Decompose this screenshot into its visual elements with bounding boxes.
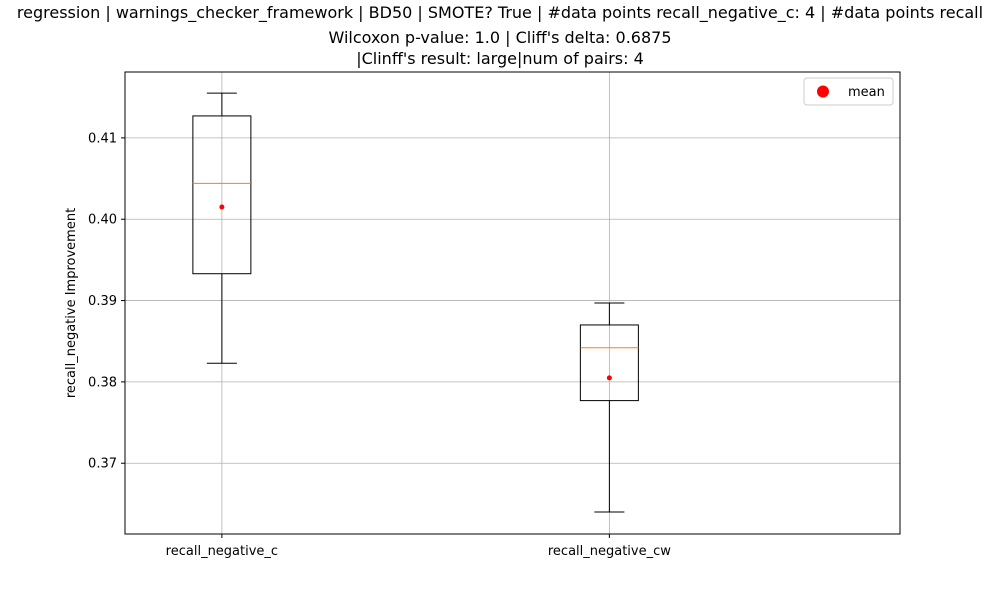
y-tick-label: 0.41 bbox=[88, 131, 117, 146]
grid-lines bbox=[125, 72, 900, 534]
y-tick-label: 0.39 bbox=[88, 294, 117, 309]
box-plot-boxes bbox=[192, 92, 639, 513]
chart-title-line: |Clinff's result: large|num of pairs: 4 bbox=[356, 49, 644, 68]
mean-point bbox=[606, 375, 612, 381]
chart-title-line: regression | warnings_checker_framework … bbox=[17, 3, 983, 23]
y-tick-label: 0.40 bbox=[88, 213, 117, 228]
legend-box bbox=[803, 77, 894, 106]
box-rect bbox=[579, 324, 639, 402]
box-2 bbox=[579, 302, 639, 513]
chart-title: regression | warnings_checker_framework … bbox=[17, 3, 983, 68]
box-1 bbox=[192, 92, 252, 364]
legend-marker bbox=[817, 85, 829, 98]
x-tick-label: recall_negative_c bbox=[166, 544, 278, 559]
mean-point bbox=[219, 204, 225, 210]
y-tick-label: 0.37 bbox=[88, 457, 117, 472]
box-rect bbox=[192, 115, 252, 275]
legend-label: mean bbox=[848, 85, 885, 100]
y-axis-label: recall_negative Improvement bbox=[64, 208, 79, 398]
x-axis-ticks: recall_negative_c recall_negative_cw bbox=[166, 534, 671, 559]
plot-area-frame bbox=[124, 71, 901, 535]
legend: mean bbox=[803, 77, 894, 106]
x-tick-label: recall_negative_cw bbox=[548, 544, 671, 559]
chart-title-line: Wilcoxon p-value: 1.0 | Cliff's delta: 0… bbox=[328, 28, 671, 47]
y-tick-label: 0.38 bbox=[88, 375, 117, 390]
y-axis-ticks: 0.37 0.38 0.39 0.40 0.41 bbox=[88, 131, 125, 472]
